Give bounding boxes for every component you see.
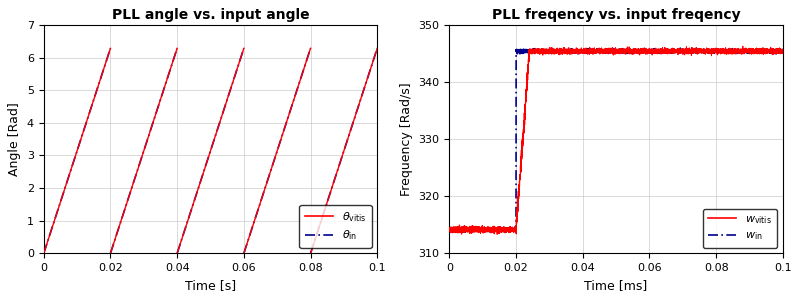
Title: PLL angle vs. input angle: PLL angle vs. input angle xyxy=(112,8,310,22)
X-axis label: Time [ms]: Time [ms] xyxy=(585,279,648,292)
Legend: $w_{\mathregular{vitis}}$, $w_{\mathregular{in}}$: $w_{\mathregular{vitis}}$, $w_{\mathregu… xyxy=(702,209,778,248)
Y-axis label: Angle [Rad]: Angle [Rad] xyxy=(8,102,22,176)
Legend: $\theta_{\mathregular{vitis}}$, $\theta_{\mathregular{in}}$: $\theta_{\mathregular{vitis}}$, $\theta_… xyxy=(299,205,372,248)
X-axis label: Time [s]: Time [s] xyxy=(185,279,236,292)
Title: PLL freqency vs. input freqency: PLL freqency vs. input freqency xyxy=(492,8,741,22)
Y-axis label: Frequency [Rad/s]: Frequency [Rad/s] xyxy=(400,82,413,196)
